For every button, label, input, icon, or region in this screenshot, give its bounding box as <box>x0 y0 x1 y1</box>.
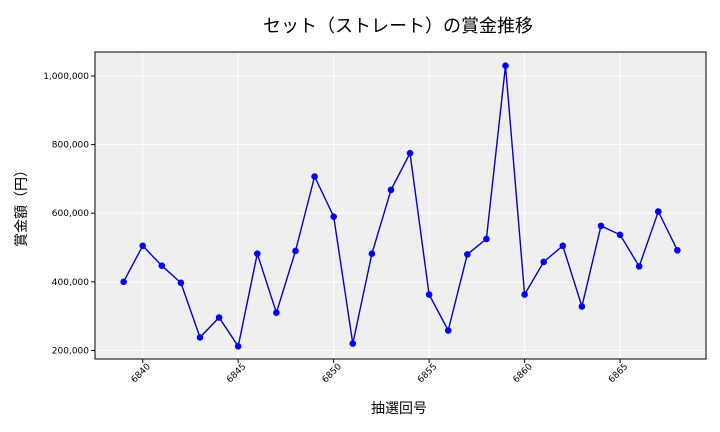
data-point <box>196 334 204 341</box>
x-axis: 6840 6845 6850 6855 6860 6865 <box>130 359 630 385</box>
data-point <box>387 186 395 194</box>
x-tick-label: 6855 <box>416 362 439 385</box>
y-tick-label: 600,000 <box>52 209 89 219</box>
data-point <box>406 149 414 157</box>
x-tick-label: 6850 <box>321 362 344 385</box>
data-point <box>674 246 681 254</box>
series-line <box>122 65 679 349</box>
data-point <box>464 251 471 258</box>
data-point <box>292 247 299 255</box>
y-tick-label: 400,000 <box>52 278 89 288</box>
data-point <box>139 242 147 250</box>
x-tick-label: 6860 <box>512 362 535 385</box>
data-point <box>578 303 586 310</box>
data-point <box>425 291 433 298</box>
data-point <box>273 309 280 316</box>
plot-area <box>95 52 706 359</box>
grid-lines <box>95 52 706 359</box>
plot-frame <box>94 51 707 360</box>
data-point <box>330 213 337 220</box>
x-axis-title: 抽選回号 <box>371 401 427 417</box>
data-point <box>502 62 509 70</box>
x-tick-label: 6845 <box>225 362 248 385</box>
data-point <box>559 242 567 250</box>
y-tick-label: 200,000 <box>52 346 89 356</box>
data-point <box>483 235 490 243</box>
data-point <box>444 327 452 334</box>
data-point <box>215 314 223 321</box>
data-point <box>368 250 376 257</box>
y-tick-label: 1,000,000 <box>43 72 89 82</box>
data-point <box>234 343 242 350</box>
data-point <box>158 262 166 269</box>
data-point <box>616 231 624 239</box>
y-tick-label: 800,000 <box>52 141 89 151</box>
y-axis: 200,000 400,000 600,000 800,000 1,000,000 <box>43 72 95 356</box>
x-tick-label: 6840 <box>130 362 153 385</box>
x-tick-label: 6865 <box>607 362 630 385</box>
data-point <box>177 279 185 287</box>
data-point <box>521 291 528 298</box>
data-point <box>597 222 605 230</box>
data-point <box>540 258 548 266</box>
chart-title: セット（ストレート）の賞金推移 <box>263 16 533 37</box>
series-prize <box>120 62 681 350</box>
data-point <box>349 340 357 347</box>
data-point <box>120 278 127 286</box>
data-point <box>253 250 261 257</box>
data-point <box>311 173 318 180</box>
data-point <box>635 263 643 270</box>
y-axis-title: 賞金額（円） <box>14 163 30 247</box>
data-point <box>654 208 662 215</box>
